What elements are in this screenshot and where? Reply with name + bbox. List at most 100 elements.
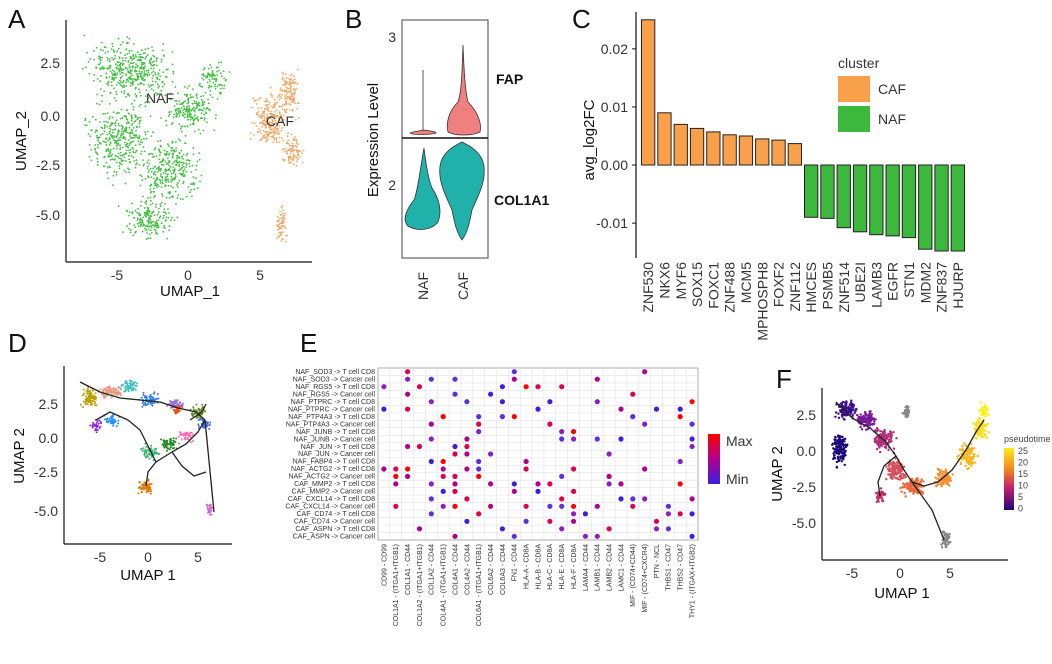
cell-point — [272, 106, 274, 109]
cell-point — [172, 402, 174, 405]
cell-point — [116, 64, 119, 67]
panel-e-legend-max: Max — [726, 433, 752, 449]
cell-point — [166, 447, 169, 450]
cell-point — [167, 184, 170, 187]
cell-point — [129, 384, 132, 387]
cell-point — [113, 51, 115, 53]
cell-point — [290, 101, 293, 104]
cell-point — [290, 78, 293, 81]
cell-point — [167, 173, 169, 176]
cell-point — [142, 63, 144, 66]
cell-point — [159, 215, 162, 218]
cell-point — [135, 63, 138, 66]
cell-point — [971, 455, 974, 459]
cell-point — [130, 380, 133, 383]
cell-point — [195, 403, 198, 406]
cell-point — [136, 219, 139, 222]
cell-point — [170, 146, 173, 149]
cell-point — [130, 128, 133, 131]
cell-point — [257, 111, 260, 113]
cell-point — [128, 161, 131, 164]
cell-point — [119, 77, 122, 80]
cell-point — [976, 431, 979, 435]
cell-point — [105, 72, 108, 75]
cell-point — [144, 131, 147, 134]
cell-point — [263, 122, 265, 124]
cell-point — [283, 108, 286, 111]
cell-point — [294, 89, 296, 92]
cell-point — [892, 431, 895, 434]
cell-point — [939, 476, 942, 479]
cell-point — [192, 440, 194, 443]
cell-point — [142, 402, 144, 404]
cell-point — [288, 157, 291, 159]
cell-point — [202, 68, 205, 71]
cell-point — [149, 196, 152, 199]
cell-point — [293, 138, 295, 140]
cell-point — [152, 70, 155, 73]
cell-point — [143, 207, 146, 209]
cell-point — [195, 102, 198, 105]
cell-point — [289, 161, 292, 164]
cell-point — [157, 73, 160, 76]
cell-point — [137, 140, 140, 143]
cell-point — [158, 178, 161, 181]
cell-point — [100, 41, 103, 44]
cell-point — [258, 115, 261, 118]
cell-point — [204, 410, 207, 413]
cell-point — [108, 152, 111, 155]
cell-point — [112, 174, 115, 177]
cell-point — [205, 112, 208, 115]
cell-point — [182, 105, 185, 107]
cell-point — [150, 88, 153, 90]
cell-point — [865, 428, 868, 431]
cell-point — [187, 159, 190, 162]
cell-point — [98, 57, 101, 60]
panel-a: A 2.5 0.0 -2.5 -5.0 -5 0 5 UMAP_1 UMAP_2… — [8, 4, 312, 300]
cell-point — [179, 409, 182, 412]
cell-point — [147, 176, 150, 179]
cell-point — [202, 74, 205, 77]
cell-point — [184, 142, 186, 145]
cell-point — [120, 131, 123, 133]
cell-point — [131, 122, 134, 125]
cell-point — [269, 101, 271, 104]
cell-point — [125, 387, 128, 390]
cell-point — [91, 115, 94, 118]
cell-point — [137, 492, 140, 495]
cell-point — [130, 72, 133, 75]
cell-point — [150, 183, 153, 186]
cell-point — [133, 136, 135, 139]
cell-point — [156, 232, 159, 235]
cell-point — [142, 216, 145, 219]
cell-point — [291, 158, 293, 161]
cell-point — [127, 384, 130, 387]
cell-point — [141, 61, 143, 64]
cell-point — [176, 197, 179, 199]
cell-point — [284, 213, 287, 215]
col-label: HLA-A - CD8A — [524, 544, 531, 589]
cell-point — [845, 400, 848, 403]
cell-point — [132, 151, 135, 154]
cell-point — [184, 108, 187, 111]
cell-point — [153, 177, 155, 180]
cell-point — [162, 71, 165, 74]
cell-point — [186, 125, 189, 127]
interaction-dot — [523, 458, 529, 465]
cell-point — [938, 482, 941, 485]
cell-point — [117, 122, 120, 125]
cell-point — [133, 224, 136, 227]
cell-point — [168, 111, 171, 114]
row-label: CAF_MMP2 -> Cancer cell — [292, 489, 376, 496]
cell-point — [165, 181, 168, 184]
cell-point — [122, 231, 124, 234]
cell-point — [118, 165, 121, 167]
cell-point — [180, 103, 183, 105]
cell-point — [277, 101, 279, 104]
cell-point — [114, 158, 116, 161]
cell-point — [276, 220, 278, 222]
xtick-label: FOXC1 — [705, 262, 721, 309]
interaction-dot — [606, 473, 612, 479]
cell-point — [879, 450, 882, 454]
cell-point — [159, 203, 162, 206]
